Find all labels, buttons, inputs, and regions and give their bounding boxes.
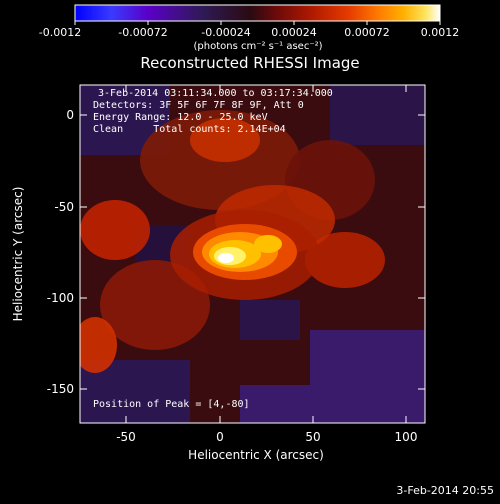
colorbar-tick-label: -0.0012 xyxy=(39,26,81,39)
colorbar-tick-label: -0.00072 xyxy=(118,26,167,39)
y-tick-label: 0 xyxy=(66,108,74,122)
energy-range-label: Energy Range: 12.0 - 25.0 keV xyxy=(93,112,268,123)
y-tick-label: -100 xyxy=(47,291,74,305)
time-range-label: 3-Feb-2014 03:11:34.000 to 03:17:34.000 xyxy=(98,88,333,99)
x-axis-tick-labels: -50 0 50 100 xyxy=(116,430,417,444)
x-axis-ticks xyxy=(125,85,407,423)
colorbar-units-label: (photons cm⁻² s⁻¹ asec⁻²) xyxy=(193,41,322,52)
render-timestamp: 3-Feb-2014 20:55 xyxy=(396,484,494,497)
colorbar-tick-labels: -0.0012 -0.00072 -0.00024 0.00024 0.0007… xyxy=(39,26,459,39)
x-tick-label: -50 xyxy=(116,430,136,444)
x-tick-label: 100 xyxy=(395,430,418,444)
x-tick-label: 0 xyxy=(216,430,224,444)
colorbar-ticks xyxy=(74,21,441,25)
colorbar xyxy=(74,4,441,22)
colorbar-tick-label: 0.00072 xyxy=(344,26,390,39)
plot-frame xyxy=(79,84,426,424)
y-tick-label: -150 xyxy=(47,382,74,396)
plot-title: Reconstructed RHESSI Image xyxy=(140,54,359,72)
y-tick-label: -50 xyxy=(54,200,74,214)
colorbar-tick-label: 0.0012 xyxy=(421,26,460,39)
rhessi-heatmap xyxy=(80,85,425,423)
colorbar-tick-label: 0.00024 xyxy=(271,26,317,39)
y-axis-label: Heliocentric Y (arcsec) xyxy=(11,187,25,322)
x-axis-label: Heliocentric X (arcsec) xyxy=(188,448,324,462)
x-tick-label: 50 xyxy=(305,430,320,444)
y-axis-ticks xyxy=(80,114,425,390)
method-counts-label: Clean Total counts: 2.14E+04 xyxy=(93,124,286,135)
annotation-block: 3-Feb-2014 03:11:34.000 to 03:17:34.000 … xyxy=(93,88,333,135)
colorbar-tick-label: -0.00024 xyxy=(201,26,250,39)
detectors-label: Detectors: 3F 5F 6F 7F 8F 9F, Att 0 xyxy=(93,100,304,111)
peak-position-label: Position of Peak = [4,-80] xyxy=(93,399,250,410)
y-axis-tick-labels: 0 -50 -100 -150 xyxy=(47,108,74,396)
